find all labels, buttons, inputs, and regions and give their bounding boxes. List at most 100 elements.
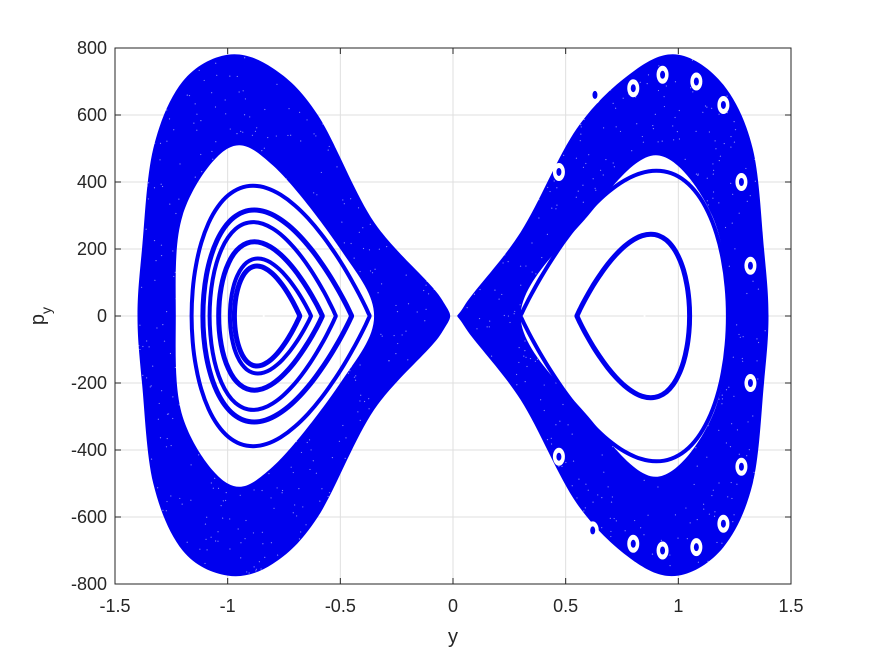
speckle [222, 500, 224, 502]
tick-marks [114, 47, 792, 585]
speckle [613, 166, 615, 168]
speckle [498, 298, 500, 300]
speckle [142, 374, 144, 376]
speckle [567, 424, 569, 426]
speckle [519, 304, 521, 306]
speckle [371, 272, 374, 274]
speckle [368, 408, 370, 410]
speckle [378, 248, 380, 250]
speckle [501, 293, 503, 296]
speckle [652, 124, 654, 127]
speckle [369, 223, 371, 226]
speckle [730, 182, 732, 184]
speckle [270, 542, 273, 544]
speckle [708, 513, 710, 515]
speckle [678, 109, 680, 112]
speckle [613, 517, 615, 520]
speckle [149, 386, 151, 388]
speckle [622, 97, 624, 99]
speckle [576, 497, 578, 499]
speckle [732, 521, 734, 523]
speckle [388, 360, 390, 362]
speckle [612, 102, 614, 104]
speckle [702, 111, 704, 113]
speckle [240, 542, 242, 544]
speckle [490, 355, 493, 357]
speckle [268, 473, 270, 475]
y-tick-label: -800 [71, 574, 107, 594]
speckle [634, 519, 636, 522]
speckle [425, 308, 427, 310]
speckle [264, 556, 266, 558]
speckle [377, 292, 379, 294]
speckle [555, 424, 557, 426]
speckle [252, 532, 255, 534]
speckle [139, 324, 141, 326]
speckle [603, 127, 605, 129]
speckle [161, 185, 164, 188]
speckle [734, 248, 736, 250]
speckle [315, 472, 317, 474]
speckle [341, 221, 343, 223]
speckle [300, 140, 302, 142]
speckle [732, 193, 734, 195]
speckle [631, 150, 633, 152]
speckle [624, 530, 626, 532]
speckle [531, 242, 533, 244]
speckle [368, 249, 371, 251]
speckle [726, 95, 728, 97]
x-tick-label: 0 [448, 596, 458, 616]
speckle [156, 327, 158, 329]
speckle [592, 178, 594, 180]
x-axis-label: y [448, 626, 458, 648]
speckle [157, 487, 159, 489]
speckle [707, 425, 709, 427]
invariant-curve [574, 231, 693, 401]
speckle [745, 167, 747, 170]
island-core [556, 452, 562, 461]
speckle [516, 384, 518, 386]
speckle [140, 286, 143, 288]
speckle [724, 226, 727, 229]
speckle [169, 352, 172, 355]
speckle [298, 488, 300, 490]
speckle [643, 479, 645, 481]
speckle [647, 74, 650, 76]
speckle [757, 378, 759, 380]
speckle [281, 492, 283, 494]
x-tick-label: -1.5 [99, 596, 130, 616]
island-core [556, 167, 562, 176]
speckle [695, 130, 697, 132]
speckle [526, 365, 528, 368]
speckle [657, 486, 659, 488]
speckle [258, 561, 260, 563]
speckle [172, 396, 174, 398]
speckle [320, 171, 322, 174]
speckle [167, 413, 170, 415]
speckle [663, 105, 666, 108]
fixed-point [262, 315, 265, 317]
speckle [315, 135, 317, 137]
speckle [166, 311, 168, 313]
speckle [200, 153, 202, 156]
speckle [153, 239, 156, 242]
speckle [738, 212, 740, 214]
speckle [742, 336, 744, 338]
speckle [206, 549, 208, 551]
invariant-curve [231, 263, 303, 369]
invariant-curve [189, 183, 372, 449]
speckle [179, 163, 181, 165]
speckle [684, 158, 686, 160]
speckle [212, 487, 214, 489]
x-tick-label: -0.5 [325, 596, 356, 616]
speckle [276, 487, 278, 489]
speckle [327, 149, 329, 151]
y-axis-label-base: p [27, 314, 49, 325]
speckle [651, 553, 654, 555]
speckle [215, 141, 217, 143]
speckle [599, 169, 602, 171]
speckle [313, 133, 315, 135]
speckle [609, 517, 611, 520]
speckle [363, 400, 366, 403]
speckle [753, 471, 755, 473]
